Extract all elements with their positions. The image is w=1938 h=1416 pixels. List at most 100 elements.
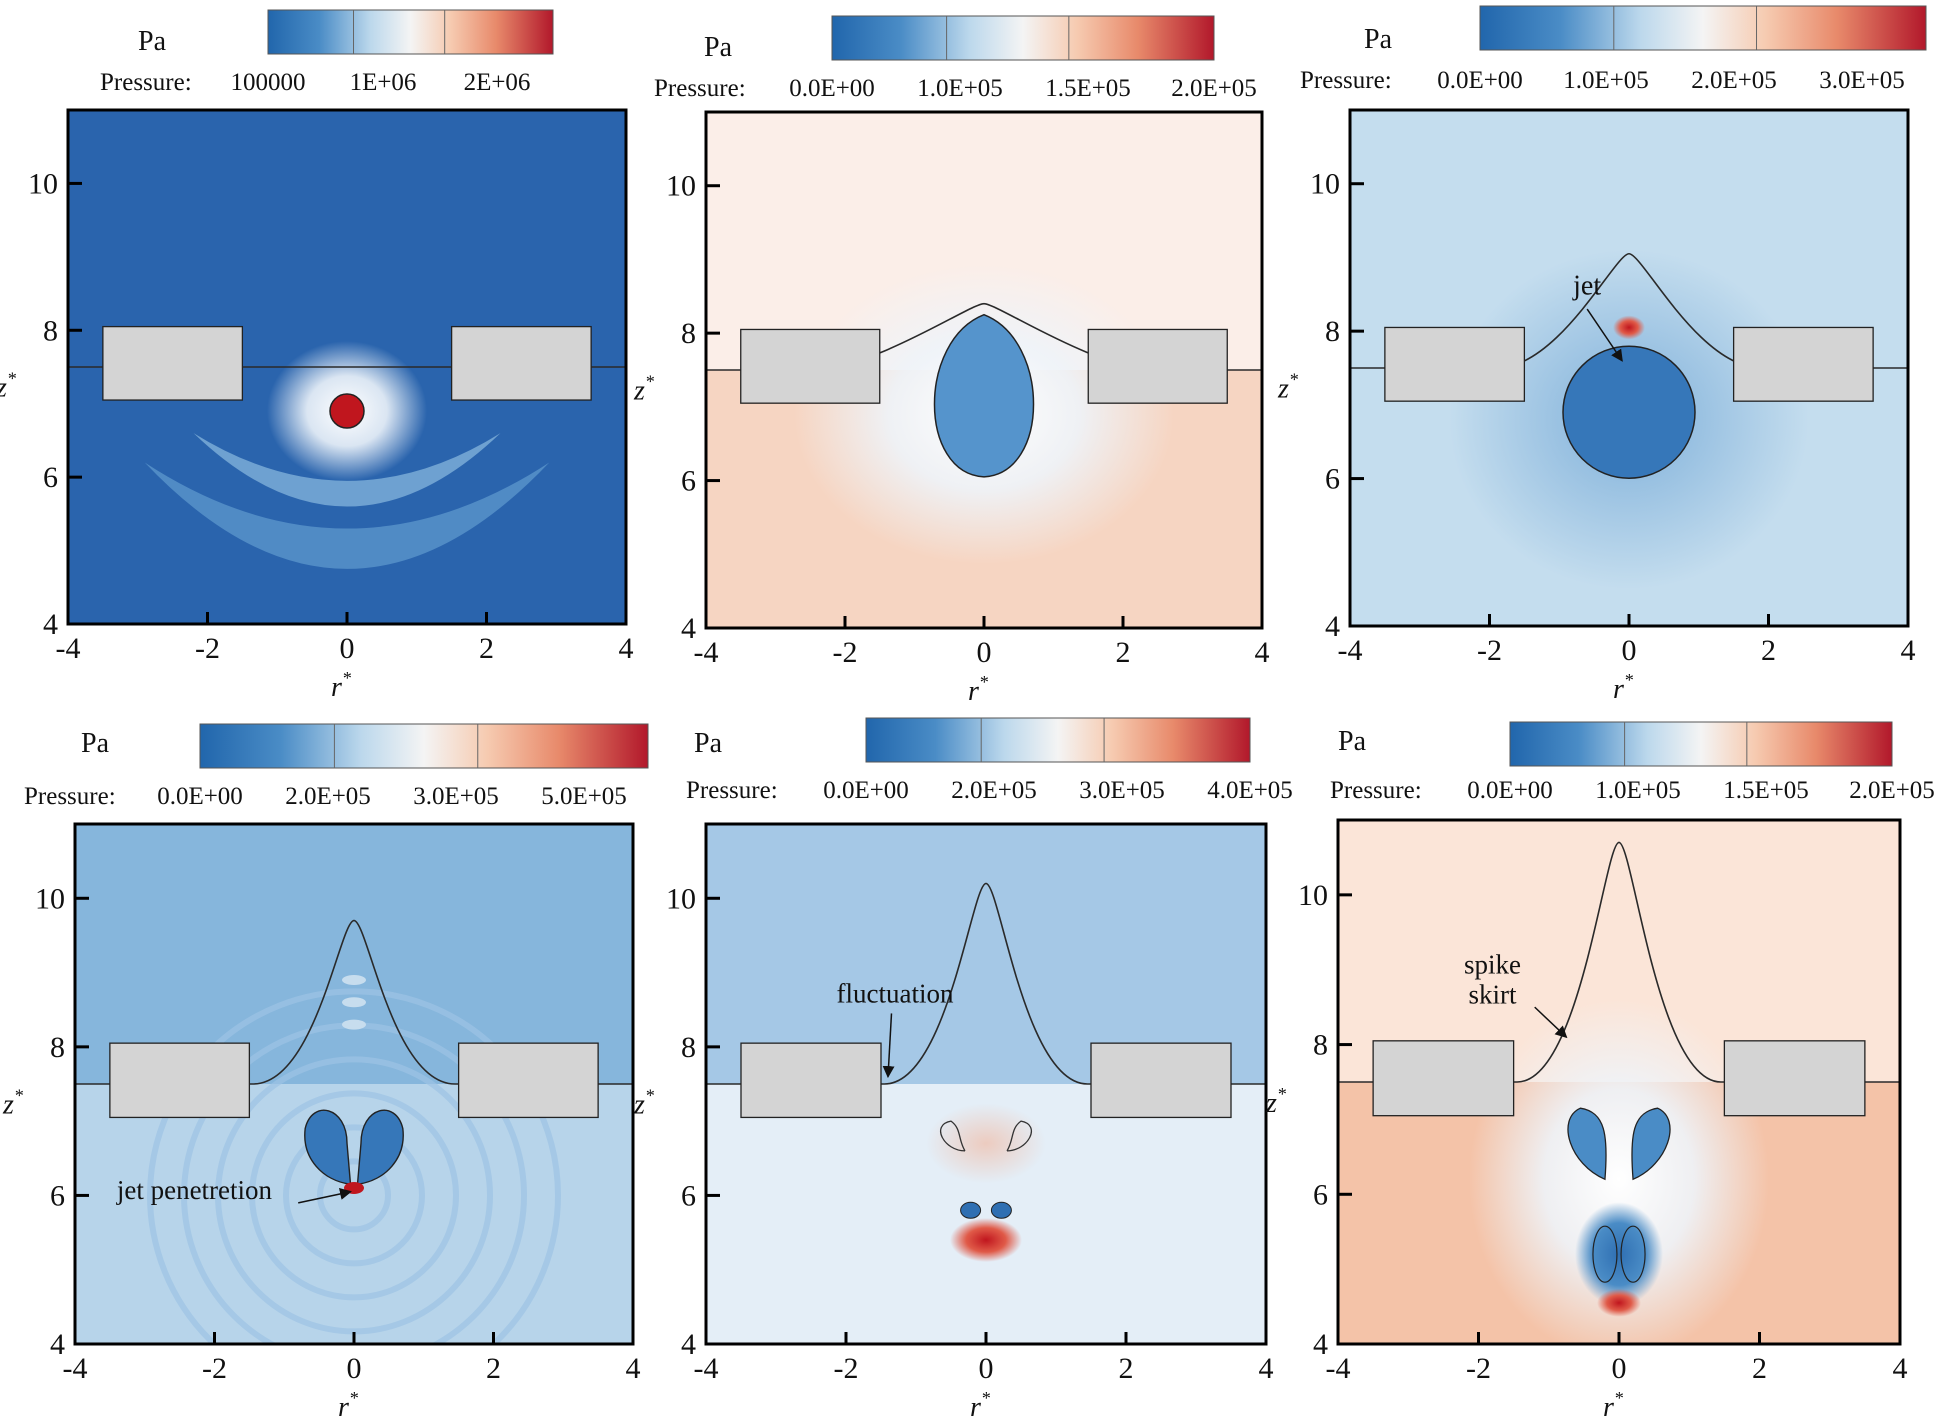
colorbar-tick-label: 3.0E+05 <box>1079 777 1165 804</box>
contour-field <box>75 824 633 1344</box>
pressure-ripple <box>215 1056 493 1335</box>
obstacle-left <box>740 328 881 404</box>
x-axis-label-main: r <box>338 1392 349 1416</box>
x-axis-label-sup: * <box>981 1388 990 1408</box>
x-tick-label: -4 <box>694 1352 719 1385</box>
y-tick-label: 4 <box>43 608 58 641</box>
panel-f: Pa Pressure: 0.0E+00 1.0E+05 1.5E+05 2.0E+05 -… <box>1265 721 1935 1416</box>
obstacle-right <box>1087 328 1228 404</box>
x-tick-label: 2 <box>1752 1352 1767 1385</box>
panel-c: Pa Pressure: 0.0E+00 1.0E+05 2.0E+05 3.0E+05 -… <box>1277 5 1927 705</box>
annotation-jet-penetration: jet penetretion <box>116 1175 273 1205</box>
colorbar-label: Pressure: <box>1300 67 1392 94</box>
x-tick-label: 0 <box>340 632 355 665</box>
colorbar-tick-label: 4.0E+05 <box>1207 777 1293 804</box>
y-tick-label: 8 <box>1313 1029 1328 1062</box>
y-tick-label: 10 <box>1298 879 1328 912</box>
annotation-skirt: skirt <box>1469 979 1518 1009</box>
colorbar-tick-label: 1.0E+05 <box>1563 67 1649 94</box>
x-axis-label-sup: * <box>349 1388 358 1408</box>
spike-band <box>342 975 366 985</box>
colorbar-tick-label: 0.0E+00 <box>1437 67 1523 94</box>
pressure-hotspot <box>1597 1288 1641 1317</box>
y-axis-label-main: z <box>1277 373 1289 404</box>
y-tick-label: 6 <box>50 1179 65 1212</box>
x-tick-label: 2 <box>486 1352 501 1385</box>
annotation-arrow <box>1586 308 1623 362</box>
bubble <box>329 393 365 429</box>
colorbar-tick-label: 5.0E+05 <box>541 783 627 810</box>
colorbar: Pa Pressure: 0.0E+00 2.0E+05 3.0E+05 4.0E+05 <box>686 717 1293 804</box>
x-axis-label: r* <box>1613 670 1633 705</box>
y-tick-label: 4 <box>681 1328 696 1361</box>
bubble-lobe-right <box>1631 1107 1671 1181</box>
x-tick-label: -2 <box>1477 634 1502 667</box>
y-tick-label: 8 <box>681 317 696 350</box>
y-axis-label-sup: * <box>645 371 654 391</box>
colorbar-gradient <box>200 724 648 768</box>
annotations: jet <box>1572 270 1623 362</box>
x-tick-label: 4 <box>626 1352 641 1385</box>
spike-band <box>342 1019 366 1030</box>
x-tick-label: -2 <box>834 1352 859 1385</box>
bubble-fragment <box>1620 1225 1646 1283</box>
x-axis-label: r* <box>1603 1388 1623 1416</box>
y-axis-label: z* <box>633 1086 654 1121</box>
x-tick-label: -4 <box>1338 634 1363 667</box>
colorbar-unit: Pa <box>1364 24 1393 55</box>
colorbar-unit: Pa <box>694 728 723 759</box>
colorbar-unit: Pa <box>704 32 733 63</box>
pressure-ripple <box>317 1158 391 1233</box>
y-tick-label: 6 <box>1313 1178 1328 1211</box>
x-axis-label: r* <box>968 672 988 707</box>
x-tick-label: 2 <box>1761 634 1776 667</box>
contour-field <box>1350 110 1908 626</box>
x-tick-label: -4 <box>694 636 719 669</box>
colorbar-tick-label: 1.0E+05 <box>917 75 1003 102</box>
pressure-wave-inner <box>193 433 501 507</box>
y-axis-label-sup: * <box>1289 369 1298 389</box>
y-axis-label-sup: * <box>7 368 16 388</box>
y-tick-label: 8 <box>681 1031 696 1064</box>
colorbar-tick-label: 1.5E+05 <box>1723 777 1809 804</box>
colorbar-gradient <box>832 16 1214 60</box>
colorbar-gradient <box>866 718 1250 762</box>
annotation-arrow <box>882 1013 895 1079</box>
x-tick-label: -2 <box>195 632 220 665</box>
x-tick-label: -2 <box>833 636 858 669</box>
bubble-lobe-left <box>1567 1107 1607 1181</box>
colorbar-label: Pressure: <box>24 783 116 810</box>
annotations: jet penetretion <box>116 1175 352 1205</box>
colorbar-unit: Pa <box>1338 726 1367 757</box>
bubble-lobe-right <box>356 1109 404 1186</box>
y-axis-label-sup: * <box>645 1086 654 1106</box>
x-tick-label: 0 <box>347 1352 362 1385</box>
panel-a: Pa Pressure: 100000 1E+06 2E+06 -4 -2 0 2 4 4 6 8 10 r… <box>0 9 634 703</box>
free-surface <box>1350 252 1908 369</box>
colorbar-tick-label: 2.0E+05 <box>285 783 371 810</box>
x-tick-label: 4 <box>619 632 634 665</box>
contour-field <box>1338 820 1900 1344</box>
y-tick-label: 10 <box>28 167 58 200</box>
obstacle-left <box>740 1042 882 1119</box>
x-axis-label-sup: * <box>342 668 351 688</box>
x-tick-label: 0 <box>1622 634 1637 667</box>
y-tick-label: 10 <box>666 170 696 203</box>
colorbar-tick-label: 0.0E+00 <box>157 783 243 810</box>
colorbar-frame <box>1509 721 1893 767</box>
x-axis-label-sup: * <box>979 672 988 692</box>
obstacle-left <box>102 325 244 401</box>
y-axis-label-sup: * <box>1277 1084 1286 1104</box>
x-axis-label: r* <box>970 1388 990 1416</box>
y-axis-label-sup: * <box>14 1086 23 1106</box>
x-axis-label-main: r <box>331 672 342 703</box>
y-axis-label: z* <box>1265 1084 1286 1119</box>
obstacle-right <box>1732 326 1874 402</box>
obstacle-left <box>1372 1040 1515 1117</box>
y-axis-label: z* <box>1277 369 1298 404</box>
pressure-hotspot <box>950 1218 1022 1262</box>
